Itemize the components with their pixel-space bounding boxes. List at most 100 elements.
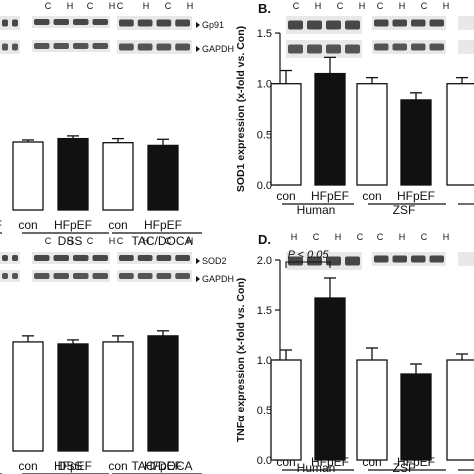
blot-band (119, 43, 134, 51)
blot-band (345, 20, 360, 30)
blot-band (374, 19, 389, 27)
blot-band (73, 255, 89, 261)
bar (102, 341, 134, 452)
significance-label: P < 0.05 (288, 249, 330, 261)
panel-tnfa: H C H C C H C H 0.0 0.5 1.0 1.5 2.0 TNFα expression (… (235, 232, 474, 474)
blot-band (288, 256, 303, 266)
y-tick-label: 2.0 (257, 255, 272, 267)
category-label: HFpEF (144, 218, 182, 232)
blot-strip (458, 40, 474, 54)
bar (356, 359, 388, 461)
group-label: Human (297, 461, 336, 474)
bar (57, 343, 89, 452)
lane-letter: C (117, 236, 124, 246)
blot-band (34, 273, 50, 279)
panel-letter: B. (258, 1, 271, 16)
blot-strip (117, 252, 192, 264)
blot-strip (458, 252, 474, 266)
panel-sod1: C H C H C H C H 0.0 0.5 1.0 1.5 SOD1 expression (x-f… (235, 1, 474, 217)
lane-letter: C (293, 1, 300, 11)
blot-arrow-icon (196, 276, 200, 282)
bar (12, 141, 44, 211)
blot-band (345, 44, 360, 54)
blot-strip (32, 40, 110, 52)
blot-strip (117, 270, 192, 282)
blot-strip (117, 40, 192, 54)
lane-letter: H (143, 1, 150, 11)
blot-band (92, 43, 108, 49)
blot-band (137, 19, 153, 27)
category-label: HFpEF (397, 189, 435, 203)
bar (270, 83, 302, 186)
blot-band (307, 44, 322, 54)
lane-letter: C (165, 1, 172, 11)
blot-band (119, 255, 134, 261)
blot-strip (372, 16, 446, 30)
category-label: HFpEF (54, 459, 92, 473)
blot-strip (32, 252, 110, 264)
blot-band (392, 43, 407, 51)
lane-letter: C (87, 1, 94, 11)
blot-band (429, 255, 444, 263)
lane-letter: C (313, 232, 320, 242)
category-label: con (362, 189, 381, 203)
lane-letter: C (337, 1, 344, 11)
blot-band (392, 255, 407, 263)
blot-band (34, 19, 50, 25)
group-label: TAC/DOCA (131, 234, 192, 248)
lane-letter: H (443, 1, 450, 11)
blot-band (156, 43, 172, 51)
blot-band (288, 20, 303, 30)
bar (446, 359, 474, 461)
category-label: con (108, 218, 127, 232)
lane-letter: H (399, 232, 406, 242)
lane-letter: H (187, 236, 194, 246)
blot-strip (32, 270, 110, 282)
blot-band (92, 255, 108, 261)
blot-strip (372, 252, 446, 266)
y-axis-label: TNFα expression (x-fold vs. Con) (235, 278, 247, 443)
lane-letter: C (421, 1, 428, 11)
blot-band (53, 273, 69, 279)
category-label: con (362, 455, 381, 469)
blot-band (307, 256, 322, 266)
blot-band (156, 19, 172, 27)
category-label: con (18, 218, 37, 232)
lane-letter: H (109, 236, 116, 246)
blot-band (175, 43, 190, 51)
blot-band (392, 19, 407, 27)
y-tick-label: 0.0 (257, 455, 272, 467)
category-label: HFpEF (397, 455, 435, 469)
blot-band (175, 273, 190, 279)
lane-letter: H (67, 1, 74, 11)
blot-band (326, 44, 341, 54)
lane-letter: H (335, 232, 342, 242)
group-label: DSS (58, 234, 83, 248)
y-tick-label: 0.0 (257, 180, 272, 192)
group-label: DSS (58, 459, 83, 473)
blot-strip (458, 16, 474, 30)
blot-band (73, 43, 89, 49)
lane-letter: H (291, 232, 298, 242)
blot-strip (286, 16, 362, 34)
blot-label: GAPDH (202, 44, 234, 54)
blot-strip (286, 252, 362, 270)
blot-band (137, 273, 153, 279)
blot-band (429, 43, 444, 51)
y-tick-label: 1.5 (257, 305, 272, 317)
group-label: TAC/DOCA (131, 459, 192, 473)
lane-letter: H (359, 1, 366, 11)
lane-letter: C (87, 236, 94, 246)
category-label: HFpEF (54, 218, 92, 232)
blot-band (53, 255, 69, 261)
blot-label: Gp91 (202, 20, 224, 30)
lane-letter: C (45, 236, 52, 246)
blot-band (326, 20, 341, 30)
y-tick-label: 0.5 (257, 405, 272, 417)
y-axis-label: SOD1 expression (x-fold vs. Con) (235, 26, 247, 192)
blot-band (288, 44, 303, 54)
blot-band (156, 255, 172, 261)
blot-strip (372, 40, 446, 54)
blot-band (119, 19, 134, 27)
category-label: con (276, 455, 295, 469)
